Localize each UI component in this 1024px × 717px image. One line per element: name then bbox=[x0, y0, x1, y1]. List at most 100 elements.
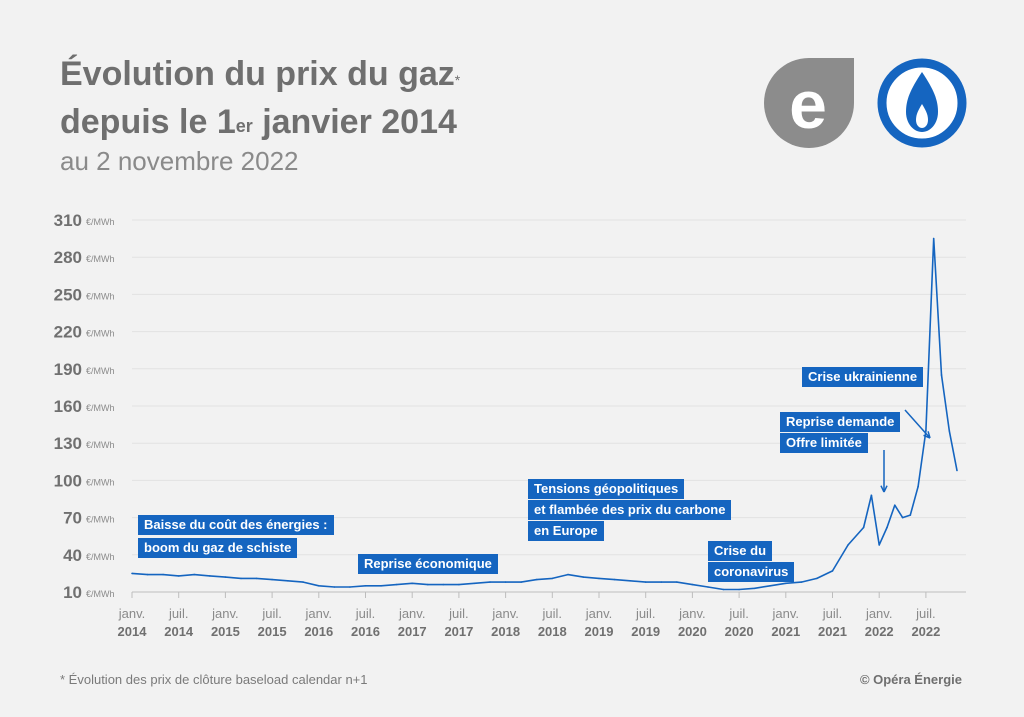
data-point bbox=[738, 588, 740, 591]
annotation-label: Crise du bbox=[708, 541, 773, 561]
data-point bbox=[162, 573, 164, 576]
y-tick-label: 310 bbox=[54, 211, 82, 230]
data-point bbox=[395, 583, 398, 586]
data-point bbox=[255, 577, 258, 580]
arrow-demand-head bbox=[880, 485, 888, 493]
gas-flame-logo bbox=[877, 58, 967, 148]
x-tick-year: 2019 bbox=[631, 624, 660, 639]
y-tick-unit: €/MWh bbox=[86, 254, 115, 264]
y-tick-label: 70 bbox=[63, 509, 82, 528]
y-tick-unit: €/MWh bbox=[86, 477, 115, 487]
footnote: * Évolution des prix de clôture baseload… bbox=[60, 672, 368, 687]
data-point bbox=[886, 526, 888, 529]
data-point bbox=[582, 576, 585, 578]
annotation-label: et flambée des prix du carbone bbox=[528, 500, 732, 520]
data-point bbox=[442, 583, 445, 586]
y-tick-label: 130 bbox=[54, 434, 82, 453]
x-tick-month: janv. bbox=[211, 606, 239, 621]
data-point bbox=[940, 374, 943, 376]
x-tick-year: 2014 bbox=[164, 624, 194, 639]
y-tick-unit: €/MWh bbox=[86, 217, 115, 227]
x-tick-year: 2019 bbox=[585, 624, 614, 639]
data-point bbox=[831, 570, 834, 572]
data-point bbox=[286, 580, 289, 582]
y-tick-unit: €/MWh bbox=[86, 552, 115, 562]
data-point bbox=[613, 578, 616, 581]
data-point bbox=[520, 581, 522, 583]
data-point bbox=[629, 580, 631, 582]
data-point bbox=[870, 494, 873, 497]
x-tick-month: juil. bbox=[168, 606, 189, 621]
x-tick-year: 2014 bbox=[118, 624, 148, 639]
data-point bbox=[956, 469, 958, 472]
data-point bbox=[932, 237, 935, 240]
title-superscript: er bbox=[235, 116, 253, 136]
data-point bbox=[318, 585, 320, 587]
arrow-ukraine-head bbox=[923, 431, 931, 439]
data-point bbox=[551, 577, 554, 580]
data-point bbox=[769, 585, 771, 587]
x-tick-month: juil. bbox=[728, 606, 749, 621]
data-point bbox=[131, 572, 133, 575]
data-point bbox=[948, 430, 951, 432]
y-tick-unit: €/MWh bbox=[86, 589, 115, 599]
data-point bbox=[364, 585, 367, 587]
x-tick-year: 2016 bbox=[304, 624, 333, 639]
y-tick-label: 250 bbox=[54, 285, 82, 304]
x-tick-year: 2022 bbox=[911, 624, 940, 639]
data-point bbox=[333, 586, 336, 588]
y-tick-unit: €/MWh bbox=[86, 366, 115, 376]
x-tick-month: janv. bbox=[865, 606, 893, 621]
x-tick-month: janv. bbox=[585, 606, 613, 621]
title-text-2b: janvier 2014 bbox=[252, 103, 457, 141]
data-point bbox=[240, 577, 242, 580]
data-point bbox=[489, 581, 491, 583]
data-point bbox=[800, 581, 803, 583]
x-tick-month: juil. bbox=[822, 606, 843, 621]
data-point bbox=[816, 577, 818, 580]
x-tick-month: janv. bbox=[118, 606, 146, 621]
data-point bbox=[535, 578, 538, 581]
y-tick-label: 160 bbox=[54, 397, 82, 416]
gas-price-line bbox=[131, 237, 958, 591]
annotation-label: Tensions géopolitiques bbox=[528, 479, 685, 499]
x-tick-year: 2016 bbox=[351, 624, 380, 639]
data-point bbox=[909, 514, 912, 516]
x-tick-year: 2020 bbox=[725, 624, 754, 639]
y-tick-unit: €/MWh bbox=[86, 329, 115, 339]
data-point bbox=[193, 573, 196, 576]
x-tick-year: 2021 bbox=[771, 624, 800, 639]
x-tick-month: juil. bbox=[635, 606, 656, 621]
title-line-1: Évolution du prix du gaz* bbox=[60, 50, 460, 98]
data-point bbox=[660, 581, 663, 583]
annotation-label: Baisse du coût des énergies : bbox=[138, 515, 334, 535]
x-tick-year: 2018 bbox=[538, 624, 567, 639]
annotation-label: boom du gaz de schiste bbox=[138, 538, 298, 558]
data-point bbox=[177, 575, 180, 577]
x-tick-month: juil. bbox=[542, 606, 563, 621]
x-tick-year: 2017 bbox=[444, 624, 473, 639]
data-point bbox=[458, 583, 460, 586]
data-point bbox=[894, 504, 896, 507]
y-tick-label: 10 bbox=[63, 583, 82, 602]
y-tick-label: 280 bbox=[54, 248, 82, 267]
data-point bbox=[862, 526, 865, 529]
title-text-1: Évolution du prix du gaz bbox=[60, 55, 455, 93]
title-line-2: depuis le 1er janvier 2014 bbox=[60, 98, 460, 146]
annotation-label: Offre limitée bbox=[780, 433, 868, 453]
data-point bbox=[380, 585, 382, 587]
x-tick-year: 2021 bbox=[818, 624, 847, 639]
data-point bbox=[917, 485, 919, 488]
x-tick-month: janv. bbox=[305, 606, 333, 621]
y-tick-label: 190 bbox=[54, 360, 82, 379]
x-tick-month: janv. bbox=[491, 606, 519, 621]
x-tick-year: 2017 bbox=[398, 624, 427, 639]
opera-energie-logo: e bbox=[764, 58, 854, 148]
data-point bbox=[691, 583, 694, 586]
annotation-label: coronavirus bbox=[708, 562, 795, 582]
annotation-label: Reprise demande bbox=[780, 412, 901, 432]
y-tick-label: 220 bbox=[54, 323, 82, 342]
y-tick-label: 100 bbox=[54, 471, 82, 490]
chart-subtitle: au 2 novembre 2022 bbox=[60, 146, 299, 176]
